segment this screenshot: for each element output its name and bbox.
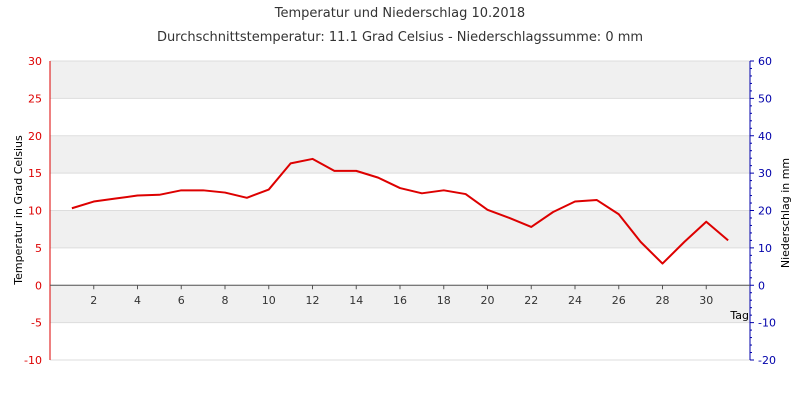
chart-subtitle: Durchschnittstemperatur: 11.1 Grad Celsi… <box>157 30 643 45</box>
band-light <box>50 285 750 323</box>
y-axis-right-label: Niederschlag in mm <box>779 158 792 268</box>
x-tick-label: 6 <box>178 294 185 307</box>
y-right-tick-label: 30 <box>758 167 772 180</box>
y-left-tick-label: 30 <box>28 55 42 68</box>
temperature-line <box>71 157 729 265</box>
y-right-tick-label: -10 <box>758 317 776 330</box>
y-left-tick-label: 25 <box>28 92 42 105</box>
x-tick-label: 18 <box>437 294 451 307</box>
band-light <box>50 210 750 248</box>
x-tick-label: 14 <box>349 294 363 307</box>
x-tick-label: 16 <box>393 294 407 307</box>
x-tick-label: 22 <box>524 294 538 307</box>
band-white <box>50 98 750 136</box>
x-tick-label: 30 <box>699 294 713 307</box>
band-light <box>50 61 750 99</box>
x-tick-label: 24 <box>568 294 582 307</box>
x-tick-label: 10 <box>262 294 276 307</box>
y-left-tick-label: 20 <box>28 130 42 143</box>
y-axis-left-label: Temperatur in Grad Celsius <box>12 135 25 286</box>
y-right-tick-label: 10 <box>758 242 772 255</box>
x-tick-label: 8 <box>222 294 229 307</box>
y-left-tick-label: 10 <box>28 205 42 218</box>
x-tick-label: 28 <box>656 294 670 307</box>
plot-background <box>50 61 750 360</box>
x-tick-label: 26 <box>612 294 626 307</box>
y-right-tick-label: 20 <box>758 205 772 218</box>
x-tick-label: 4 <box>134 294 141 307</box>
series-layer <box>71 157 729 265</box>
y-left-tick-label: 0 <box>35 279 42 292</box>
x-tick-label: 12 <box>306 294 320 307</box>
y-right-tick-label: 50 <box>758 92 772 105</box>
chart-title: Temperatur und Niederschlag 10.2018 <box>274 6 525 21</box>
y-left-tick-label: -10 <box>24 354 42 367</box>
axes <box>49 60 754 361</box>
x-tick-label: 20 <box>481 294 495 307</box>
band-white <box>50 322 750 360</box>
y-right-tick-label: -20 <box>758 354 776 367</box>
x-axis-label: Tag <box>729 309 749 322</box>
band-white <box>50 247 750 286</box>
band-light <box>50 135 750 174</box>
y-left-tick-label: -5 <box>31 317 42 330</box>
y-right-tick-label: 60 <box>758 55 772 68</box>
y-left-tick-label: 5 <box>35 242 42 255</box>
band-white <box>50 173 750 211</box>
x-tick-label: 2 <box>90 294 97 307</box>
y-left-tick-label: 15 <box>28 167 42 180</box>
y-right-tick-label: 40 <box>758 130 772 143</box>
y-right-tick-label: 0 <box>758 279 765 292</box>
